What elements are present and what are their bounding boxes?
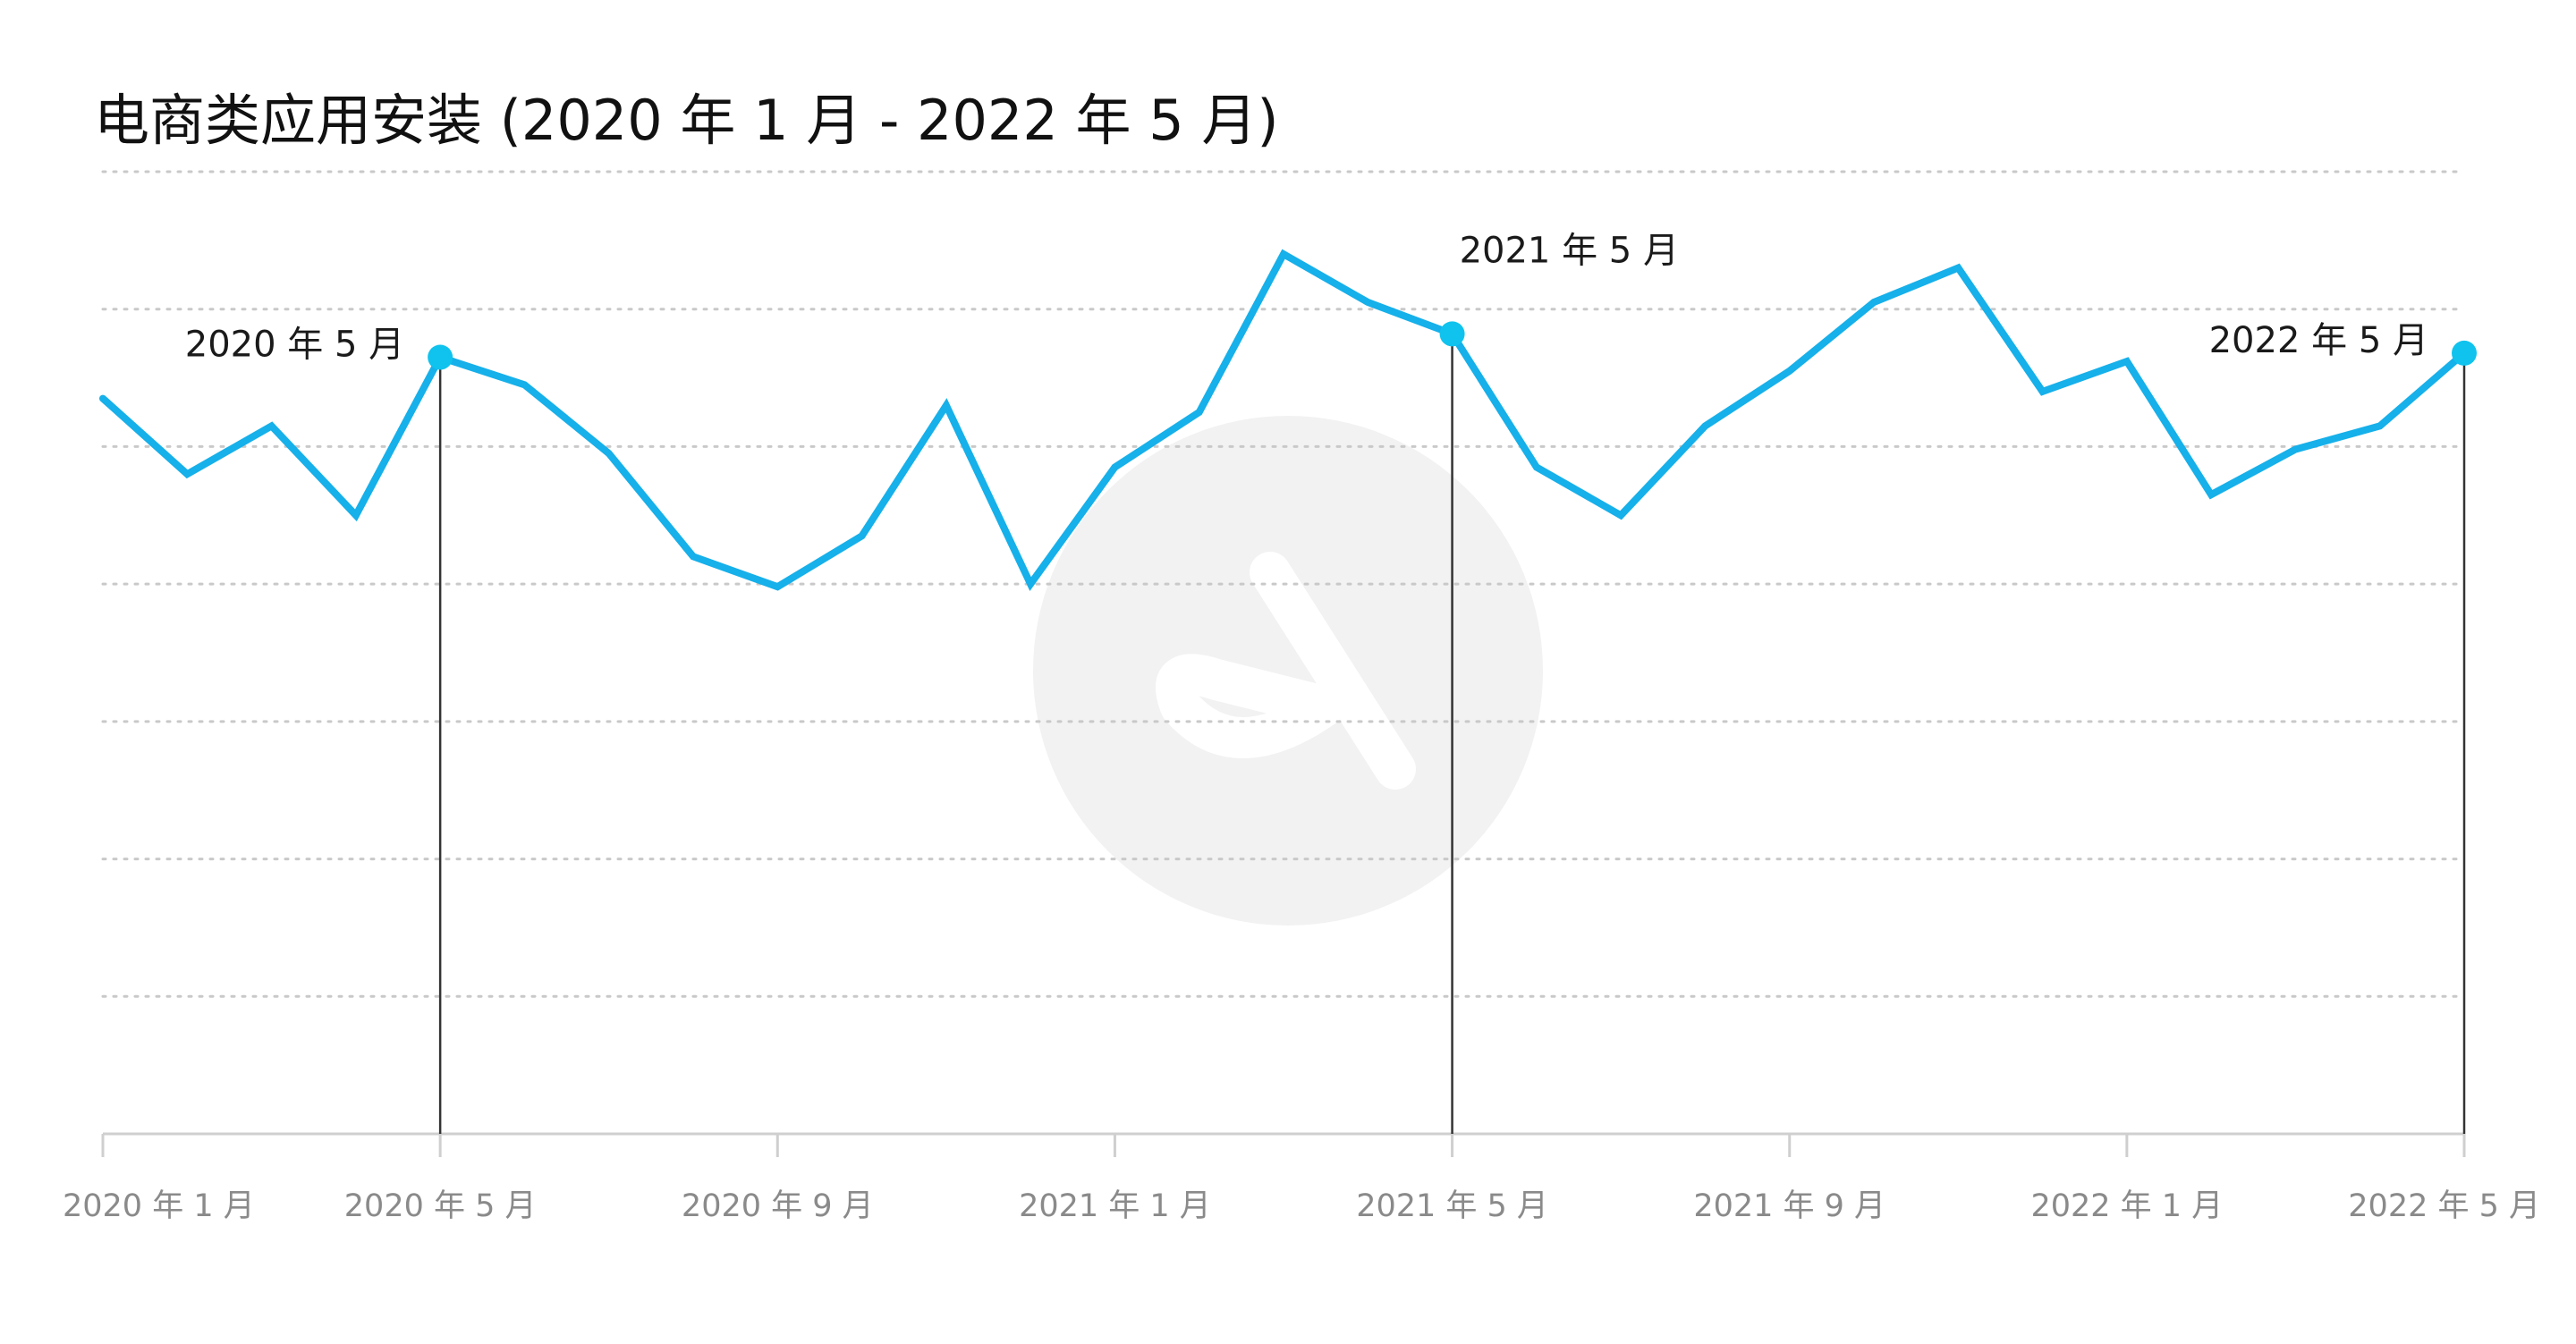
x-tick-label: 2021 年 9 月	[1693, 1188, 1885, 1224]
highlight-markers	[428, 321, 2477, 370]
watermark-logo	[1033, 416, 1543, 926]
x-tick-label: 2022 年 1 月	[2030, 1188, 2223, 1224]
x-tick-label: 2021 年 5 月	[1356, 1188, 1548, 1224]
watermark-circle	[1033, 416, 1543, 926]
x-tick-label: 2020 年 9 月	[682, 1188, 874, 1224]
callout-labels: 2020 年 5 月 2021 年 5 月 2022 年 5 月	[185, 230, 2428, 365]
callout-label: 2020 年 5 月	[185, 325, 404, 366]
callout-label: 2022 年 5 月	[2209, 320, 2428, 361]
highlight-point	[1439, 321, 1465, 347]
series-layer	[99, 249, 2468, 591]
x-axis: 2020 年 1 月 2020 年 5 月 2020 年 9 月 2021 年 1 月…	[63, 1132, 2540, 1224]
highlight-point	[2452, 340, 2477, 366]
chart-title: 电商类应用安装 (2020 年 1 月 - 2022 年 5 月)	[94, 88, 1279, 153]
series-line	[99, 249, 2468, 591]
watermark-glyph	[1156, 552, 1416, 790]
x-tick-label: 2020 年 5 月	[344, 1188, 537, 1224]
gridlines	[101, 170, 2466, 998]
highlight-point	[428, 344, 453, 370]
x-tick-label: 2020 年 1 月	[63, 1188, 255, 1224]
callout-label: 2021 年 5 月	[1460, 230, 1679, 271]
x-tick-label: 2021 年 1 月	[1019, 1188, 1211, 1224]
x-tick-label: 2022 年 5 月	[2348, 1188, 2540, 1224]
callout-lines	[438, 334, 2466, 1134]
